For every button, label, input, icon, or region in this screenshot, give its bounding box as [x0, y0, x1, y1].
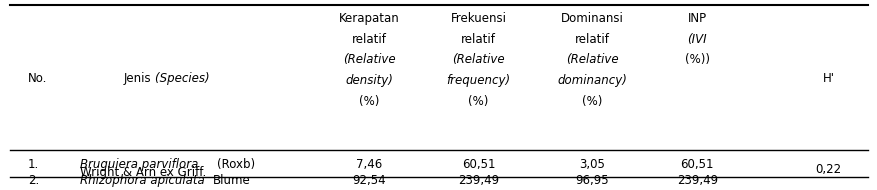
Text: (Roxb): (Roxb)	[217, 158, 254, 171]
Text: 60,51: 60,51	[680, 158, 713, 171]
Text: (IVI: (IVI	[687, 33, 706, 46]
Text: 60,51: 60,51	[461, 158, 495, 171]
Text: Blume: Blume	[213, 174, 251, 187]
Text: 96,95: 96,95	[574, 174, 609, 187]
Text: 92,54: 92,54	[352, 174, 385, 187]
Text: 0,22: 0,22	[815, 163, 840, 176]
Text: (Relative: (Relative	[452, 53, 504, 66]
Text: dominancy): dominancy)	[557, 74, 626, 87]
Text: 3,05: 3,05	[579, 158, 604, 171]
Text: frequency): frequency)	[446, 74, 510, 87]
Text: 1.: 1.	[27, 158, 39, 171]
Text: Dominansi: Dominansi	[560, 12, 623, 25]
Text: relatif: relatif	[351, 33, 386, 46]
Text: density): density)	[345, 74, 393, 87]
Text: H': H'	[822, 72, 833, 85]
Text: INP: INP	[687, 12, 706, 25]
Text: (​Species): (​Species)	[154, 72, 209, 85]
Text: Bruguiera parviflora: Bruguiera parviflora	[80, 158, 198, 171]
Text: 7,46: 7,46	[355, 158, 381, 171]
Text: Frekuensi: Frekuensi	[450, 12, 506, 25]
Text: (Relative: (Relative	[565, 53, 617, 66]
Text: Wright & Arn ex Griff.: Wright & Arn ex Griff.	[80, 166, 206, 179]
Text: (%): (%)	[581, 95, 602, 108]
Text: (%): (%)	[467, 95, 488, 108]
Text: Rhizophora apiculata: Rhizophora apiculata	[80, 174, 204, 187]
Text: No.: No.	[27, 72, 47, 85]
Text: 239,49: 239,49	[457, 174, 498, 187]
Text: 2.: 2.	[27, 174, 39, 187]
Text: Jenis: Jenis	[123, 72, 154, 85]
Text: Kerapatan: Kerapatan	[339, 12, 399, 25]
Text: (%)): (%))	[684, 53, 709, 66]
Text: 239,49: 239,49	[676, 174, 717, 187]
Text: relatif: relatif	[460, 33, 496, 46]
Text: relatif: relatif	[574, 33, 609, 46]
Text: (Relative: (Relative	[342, 53, 395, 66]
Text: (%): (%)	[359, 95, 379, 108]
